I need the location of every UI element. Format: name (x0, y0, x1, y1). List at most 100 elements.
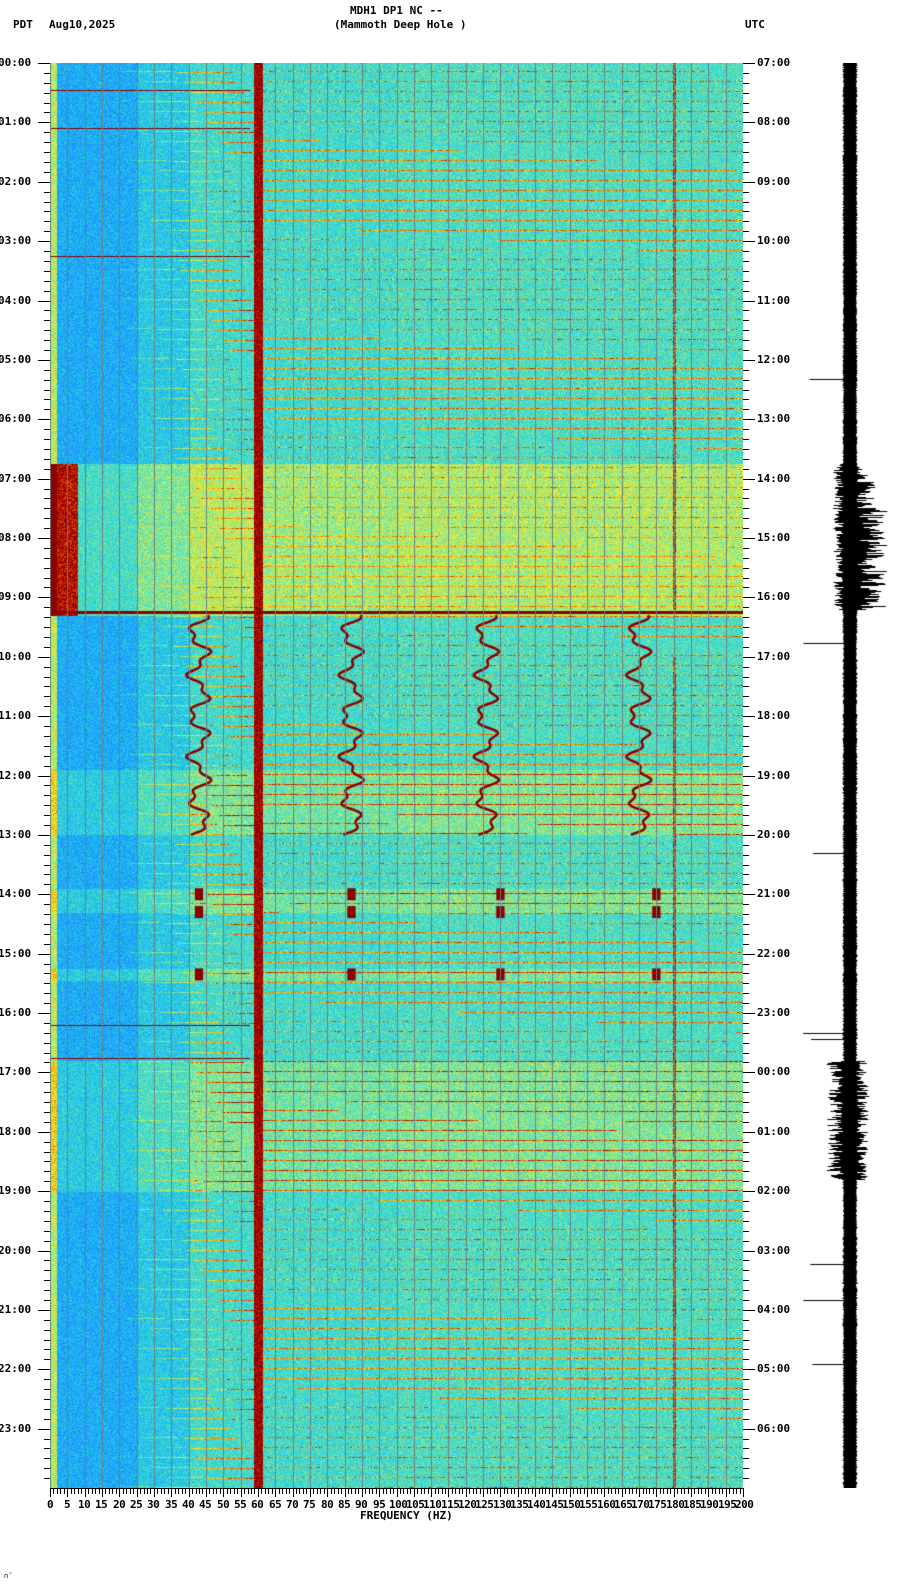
x-tick (265, 1488, 266, 1494)
right-tick (743, 261, 749, 262)
left-tick (44, 73, 50, 74)
left-tick (44, 271, 50, 272)
x-tick (168, 1488, 169, 1494)
x-tick (521, 1488, 522, 1494)
x-tick (435, 1488, 436, 1494)
left-tick (44, 736, 50, 737)
x-tick (691, 1488, 692, 1497)
x-tick (105, 1488, 106, 1494)
right-tick (743, 459, 749, 460)
x-tick (674, 1488, 675, 1497)
left-time-label: 01:00 (0, 115, 32, 128)
left-time-label: 07:00 (0, 472, 32, 485)
x-tick (237, 1488, 238, 1494)
left-tick (44, 469, 50, 470)
x-tick-label: 155 (579, 1498, 598, 1511)
left-tick (44, 1201, 50, 1202)
right-tick (743, 83, 749, 84)
right-tick (743, 845, 749, 846)
right-tick (743, 548, 749, 549)
x-tick (85, 1488, 86, 1497)
right-tick (743, 805, 749, 806)
x-tick (234, 1488, 235, 1494)
right-tick (743, 93, 749, 94)
x-tick (587, 1488, 588, 1497)
left-tick (44, 983, 50, 984)
right-tick (743, 1340, 749, 1341)
left-tick (38, 1369, 50, 1370)
x-tick (327, 1488, 328, 1497)
x-tick (448, 1488, 449, 1497)
left-tick (44, 884, 50, 885)
x-tick (688, 1488, 689, 1494)
x-tick (736, 1488, 737, 1494)
right-tick (743, 370, 749, 371)
x-tick (698, 1488, 699, 1494)
right-tick (743, 1280, 749, 1281)
right-tick (743, 1260, 749, 1261)
x-tick-label: 35 (165, 1498, 178, 1511)
x-tick (189, 1488, 190, 1497)
x-tick (303, 1488, 304, 1494)
right-tick (743, 884, 749, 885)
left-tick (38, 479, 50, 480)
right-tick (743, 1102, 749, 1103)
left-tick (44, 934, 50, 935)
x-tick (504, 1488, 505, 1494)
x-tick-label: 50 (217, 1498, 230, 1511)
x-tick (241, 1488, 242, 1497)
left-tick (44, 281, 50, 282)
left-tick (44, 399, 50, 400)
right-tick (743, 202, 749, 203)
right-tick (743, 1112, 749, 1113)
right-tick (743, 419, 755, 420)
right-tick (743, 558, 749, 559)
right-tick (743, 162, 749, 163)
right-tick (743, 439, 749, 440)
left-tick (44, 865, 50, 866)
x-tick (341, 1488, 342, 1494)
x-tick (244, 1488, 245, 1494)
left-tick (44, 172, 50, 173)
right-tick (743, 122, 755, 123)
left-tick (38, 182, 50, 183)
right-tick (743, 469, 749, 470)
x-tick (67, 1488, 68, 1497)
right-tick (743, 508, 749, 509)
x-tick-label: 195 (718, 1498, 737, 1511)
left-tick (38, 954, 50, 955)
x-tick (705, 1488, 706, 1494)
left-tick (38, 1132, 50, 1133)
x-tick (715, 1488, 716, 1494)
x-tick (726, 1488, 727, 1497)
right-tick (743, 538, 755, 539)
right-tick (743, 865, 749, 866)
x-tick (293, 1488, 294, 1497)
x-tick (202, 1488, 203, 1494)
right-tick (743, 1171, 749, 1172)
left-time-label: 00:00 (0, 56, 32, 69)
right-tick (743, 1033, 749, 1034)
right-tick (743, 1270, 749, 1271)
x-tick (556, 1488, 557, 1494)
x-tick (611, 1488, 612, 1494)
right-tick (743, 479, 755, 480)
left-tick (38, 894, 50, 895)
right-time-label: 19:00 (757, 769, 791, 782)
right-tick (743, 1221, 749, 1222)
right-tick (743, 1152, 749, 1153)
right-tick (743, 726, 749, 727)
left-tick (44, 568, 50, 569)
left-tick (44, 429, 50, 430)
x-tick (667, 1488, 668, 1494)
left-time-label: 04:00 (0, 294, 32, 307)
x-tick (656, 1488, 657, 1497)
x-tick (123, 1488, 124, 1494)
x-tick (282, 1488, 283, 1494)
x-tick (528, 1488, 529, 1494)
left-tick (44, 390, 50, 391)
right-tick (743, 192, 749, 193)
x-tick (445, 1488, 446, 1494)
right-tick (743, 1320, 749, 1321)
left-tick (44, 251, 50, 252)
